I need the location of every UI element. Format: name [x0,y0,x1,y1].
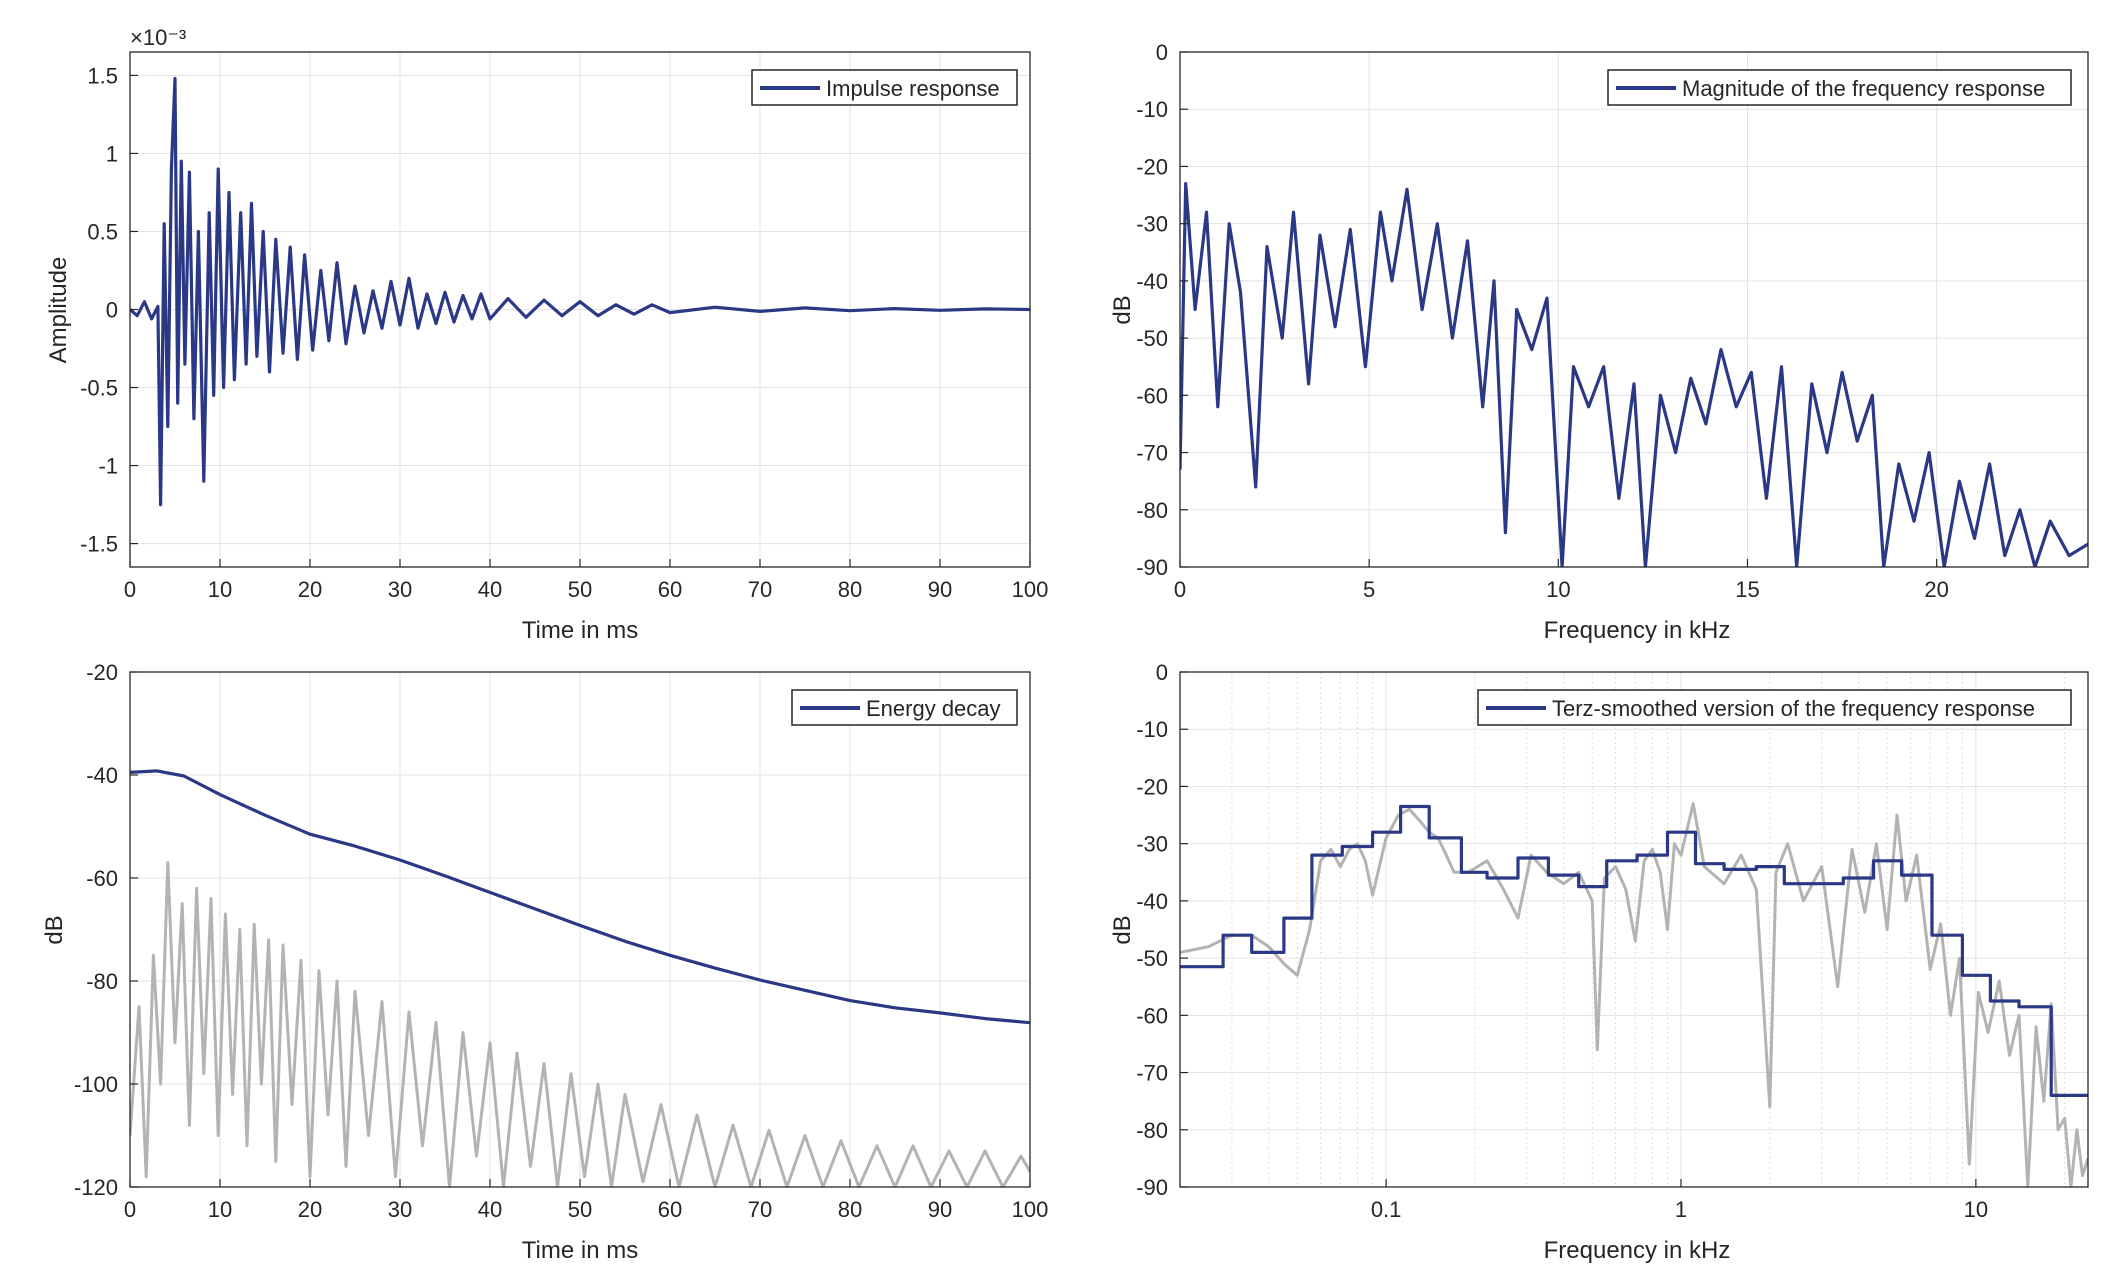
energy-series-1-line [130,861,1030,1187]
panel-energy: Time in ms dB Energy decay 0 10 20 30 40 50 60… [41,660,1048,1264]
magnitude-y-tick-label: -10 [1136,97,1168,122]
impulse-y-tick-label: -1 [98,454,118,479]
terz-legend: Terz-smoothed version of the frequency r… [1477,689,2072,726]
energy-x-tick-label: 90 [928,1197,952,1222]
terz-x-tick-label: 0.1 [1371,1197,1402,1222]
impulse-xlabel: Time in ms [522,617,638,644]
terz-y-tick-label: -70 [1136,1061,1168,1086]
magnitude-y-tick-label: -60 [1136,383,1168,408]
magnitude-x-tick-label: 15 [1735,577,1759,602]
terz-ylabel: dB [1109,915,1136,944]
energy-y-tick-label: -20 [86,660,118,685]
magnitude-y-tick-label: -90 [1136,555,1168,580]
terz-y-tick-label: -10 [1136,717,1168,742]
magnitude-axes-box [1179,51,2089,568]
impulse-y-tick-label: 0 [106,298,118,323]
impulse-x-tick-label: 70 [748,577,772,602]
energy-y-tick-label: -80 [86,969,118,994]
energy-x-tick-label: 20 [298,1197,322,1222]
energy-x-tick-label: 100 [1012,1197,1049,1222]
magnitude-y-tick-label: -20 [1136,154,1168,179]
terz-axes-box [1179,671,2089,1188]
magnitude-ylabel: dB [1109,295,1136,324]
panel-magnitude: Frequency in kHz dB Magnitude of the fre… [1109,40,2089,644]
terz-y-tick-label: 0 [1156,660,1168,685]
magnitude-y-tick-label: -70 [1136,441,1168,466]
magnitude-legend-box [1607,69,2072,106]
impulse-y-tick-label: 1 [106,141,118,166]
magnitude-xlabel: Frequency in kHz [1544,617,1731,644]
terz-xlabel: Frequency in kHz [1544,1237,1731,1264]
magnitude-legend: Magnitude of the frequency response [1607,69,2072,106]
terz-x-tick-label: 10 [1964,1197,1988,1222]
impulse-y-tick-label: -0.5 [80,376,118,401]
terz-y-tick-label: -40 [1136,889,1168,914]
magnitude-y-tick-label: 0 [1156,40,1168,65]
energy-y-tick-label: -120 [74,1175,118,1200]
energy-y-tick-label: -100 [74,1072,118,1097]
magnitude-x-tick-label: 0 [1174,577,1186,602]
energy-y-tick-label: -60 [86,866,118,891]
energy-y-tick-label: -40 [86,763,118,788]
energy-x-tick-label: 70 [748,1197,772,1222]
energy-legend-text: Energy decay [866,696,1001,721]
terz-y-tick-label: -80 [1136,1118,1168,1143]
energy-xlabel: Time in ms [522,1237,638,1264]
terz-y-tick-label: -60 [1136,1003,1168,1028]
magnitude-y-tick-label: -30 [1136,212,1168,237]
terz-y-tick-label: -50 [1136,946,1168,971]
magnitude-y-tick-label: -40 [1136,269,1168,294]
impulse-x-tick-label: 40 [478,577,502,602]
impulse-y-tick-label: -1.5 [80,532,118,557]
terz-y-tick-label: -20 [1136,774,1168,799]
magnitude-x-tick-label: 5 [1363,577,1375,602]
terz-legend-box [1477,689,2072,726]
energy-legend: Energy decay [791,689,1018,726]
terz-x-tick-label: 1 [1675,1197,1687,1222]
terz-legend-text: Terz-smoothed version of the frequency r… [1552,696,2035,721]
impulse-y-tick-label: 0.5 [87,219,118,244]
impulse-x-tick-label: 80 [838,577,862,602]
terz-series-0-line [1180,802,2088,1187]
energy-x-tick-label: 50 [568,1197,592,1222]
terz-y-tick-label: -30 [1136,832,1168,857]
magnitude-x-tick-label: 20 [1924,577,1948,602]
impulse-x-tick-label: 60 [658,577,682,602]
panel-impulse: ×10⁻³ Time in ms Amplitude Impulse respo… [45,25,1048,644]
impulse-x-tick-label: 0 [124,577,136,602]
impulse-y-tick-label: 1.5 [87,63,118,88]
impulse-x-tick-label: 90 [928,577,952,602]
magnitude-y-tick-label: -80 [1136,498,1168,523]
impulse-legend: Impulse response [751,69,1018,106]
impulse-legend-text: Impulse response [826,76,1000,101]
magnitude-x-tick-label: 10 [1546,577,1570,602]
energy-x-tick-label: 0 [124,1197,136,1222]
terz-series-1-line [1180,804,2088,1097]
magnitude-series-0-line [1180,182,2088,567]
impulse-ylabel: Amplitude [45,257,72,364]
magnitude-legend-text: Magnitude of the frequency response [1682,76,2045,101]
energy-x-tick-label: 80 [838,1197,862,1222]
impulse-x-tick-label: 50 [568,577,592,602]
impulse-x-tick-label: 20 [298,577,322,602]
energy-grid [129,671,1031,1188]
impulse-x-tick-label: 30 [388,577,412,602]
energy-x-tick-label: 10 [208,1197,232,1222]
magnitude-y-tick-label: -50 [1136,326,1168,351]
impulse-exponent-label: ×10⁻³ [130,25,186,50]
energy-x-tick-label: 40 [478,1197,502,1222]
energy-x-tick-label: 60 [658,1197,682,1222]
panel-terz: Frequency in kHz dB Terz-smoothed versio… [1109,660,2089,1264]
impulse-x-tick-label: 10 [208,577,232,602]
energy-ylabel: dB [41,915,68,944]
energy-x-tick-label: 30 [388,1197,412,1222]
terz-y-tick-label: -90 [1136,1175,1168,1200]
impulse-x-tick-label: 100 [1012,577,1049,602]
energy-series-0-line [130,769,1030,1025]
impulse-series-0-line [130,76,1030,507]
